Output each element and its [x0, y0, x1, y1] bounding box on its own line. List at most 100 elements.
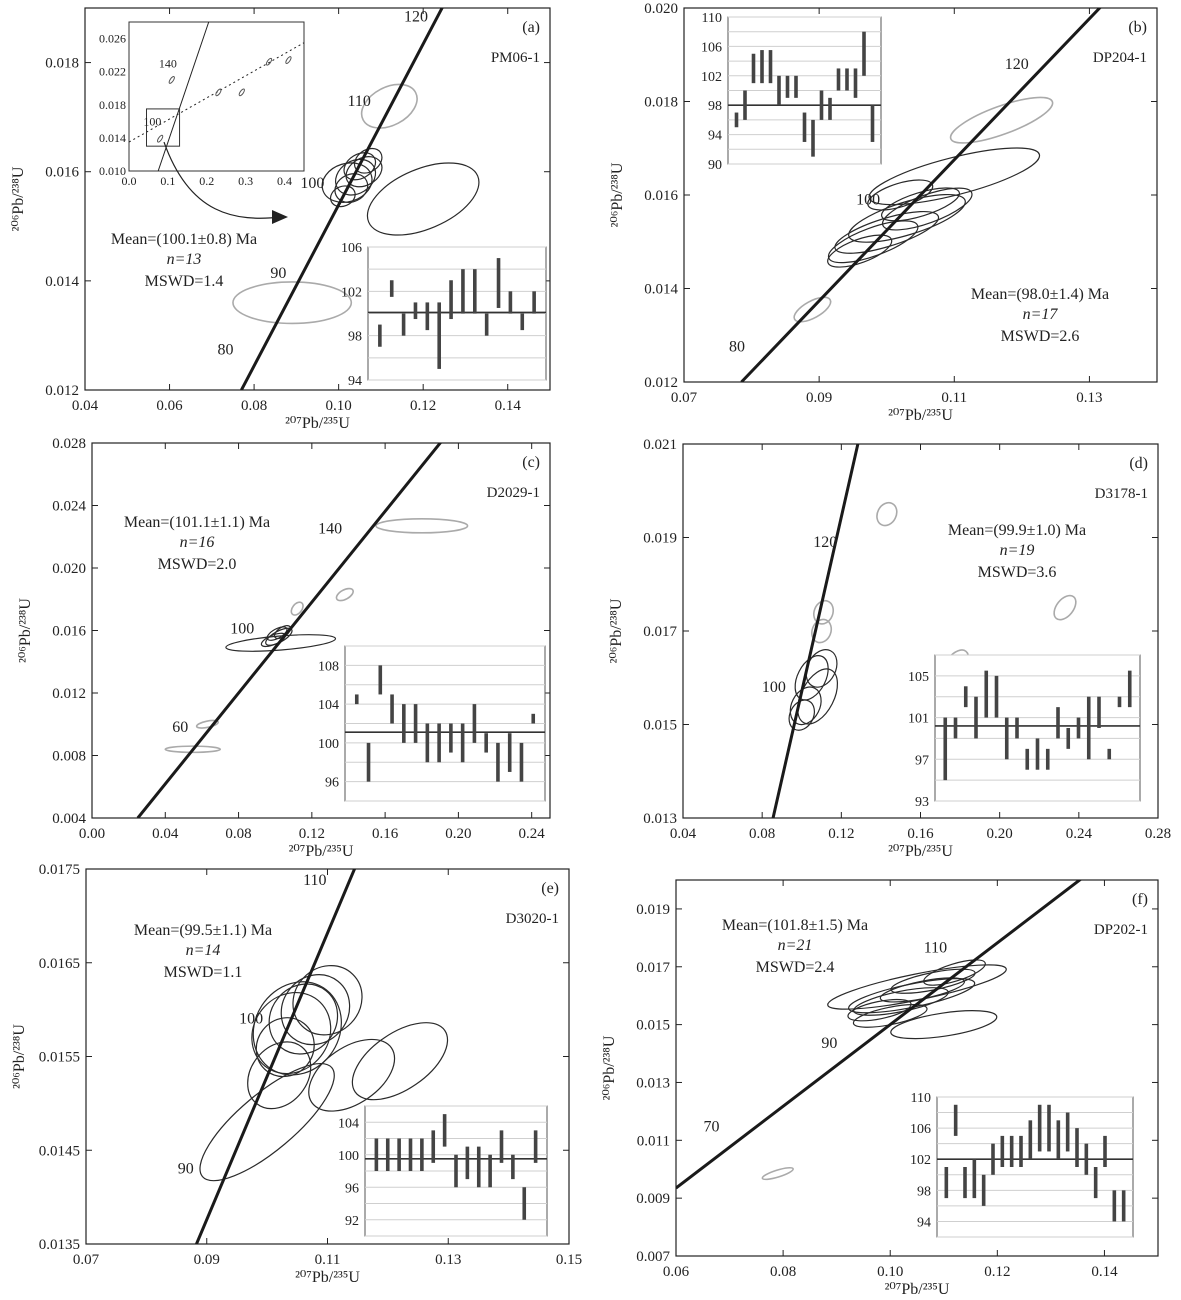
error-ellipse [867, 179, 934, 211]
inset-tick-label: 92 [345, 1214, 359, 1229]
inset-tick-label: 94 [917, 1215, 931, 1230]
inset-age-bar [449, 723, 453, 753]
y-tick-label: 0.021 [643, 437, 677, 453]
y-tick-label: 0.028 [52, 436, 86, 452]
panel-label: (e) [541, 880, 559, 897]
y-tick-label: 0.019 [636, 902, 670, 918]
stats-n: n=16 [180, 534, 215, 551]
inset-tick-label: 98 [917, 1184, 931, 1199]
inset-age-bar [442, 1114, 447, 1147]
inset-concordia-y-label: 0.018 [99, 98, 126, 112]
inset-age-bar [385, 1138, 390, 1171]
y-tick-label: 0.015 [643, 718, 677, 734]
error-ellipse [827, 234, 893, 268]
sample-label: D2029-1 [487, 485, 540, 501]
x-axis-label: ²⁰⁷Pb/²³⁵U [885, 1281, 950, 1298]
inset-age-bar [1117, 696, 1122, 708]
error-ellipse [232, 281, 353, 325]
error-ellipse [811, 618, 833, 644]
stats-n: n=19 [1000, 542, 1035, 559]
concordia-age-label: 60 [172, 719, 188, 736]
x-tick-label: 0.10 [877, 1264, 903, 1280]
y-tick-label: 0.011 [637, 1133, 670, 1149]
inset-weighted-mean: 92 96 100 104 [338, 1105, 548, 1237]
inset-age-bar [408, 1138, 413, 1171]
inset-concordia: 0.0 0.1 0.2 0.3 0.4 0.010 0.014 0.018 0.022 0.026… [99, 21, 305, 224]
error-ellipse [266, 626, 288, 641]
error-ellipse [321, 162, 373, 203]
x-tick-label: 0.24 [1066, 826, 1093, 842]
x-axis-label: ²⁰⁷Pb/²³⁵U [285, 415, 350, 432]
x-tick-label: 0.11 [315, 1252, 341, 1268]
x-tick-label: 0.28 [1145, 826, 1171, 842]
inset-age-bar [449, 280, 453, 320]
inset-tick-label: 100 [318, 737, 339, 752]
inset-age-bar [460, 723, 465, 763]
plot-content [740, 8, 1102, 382]
error-ellipse [848, 978, 976, 1014]
y-tick-label: 0.004 [52, 811, 86, 827]
x-tick-label: 0.10 [326, 398, 352, 414]
error-ellipse [251, 991, 332, 1075]
x-tick-label: 0.04 [72, 398, 99, 414]
inset-age-bar [870, 105, 875, 142]
inset-age-bar [473, 269, 477, 314]
inset-age-bar [1093, 1167, 1098, 1199]
error-ellipse [195, 719, 220, 729]
inset-age-bar [499, 1130, 504, 1163]
inset-ellipse [238, 88, 245, 97]
y-tick-label: 0.016 [644, 188, 678, 204]
x-tick-label: 0.13 [1076, 390, 1102, 406]
x-axis-label: ²⁰⁷Pb/²³⁵U [295, 1269, 360, 1286]
concordia-age-label: 90 [178, 1161, 194, 1178]
y-tick-label: 0.012 [45, 383, 79, 399]
y-tick-label: 0.009 [636, 1191, 670, 1207]
inset-weighted-mean: 90 94 98 102 106 110 [701, 11, 882, 173]
inset-age-bar [1127, 670, 1132, 708]
inset-ellipse [215, 88, 222, 97]
x-tick-label: 0.11 [941, 390, 967, 406]
inset-age-bar [862, 31, 866, 76]
inset-concordia-x-label: 0.3 [238, 174, 253, 188]
error-ellipse [890, 1010, 998, 1040]
inset-age-bar [1035, 738, 1040, 770]
error-ellipse [848, 193, 966, 243]
inset-age-bar [943, 717, 948, 781]
concordia-age-label: 100 [762, 679, 786, 696]
inset-tick-label: 106 [910, 1122, 931, 1137]
x-tick-label: 0.07 [671, 390, 698, 406]
concordia-age-label: 80 [729, 339, 745, 356]
plot-content [136, 443, 469, 818]
x-tick-label: 0.06 [663, 1264, 690, 1280]
inset-tick-label: 106 [341, 241, 362, 256]
error-ellipse [366, 162, 480, 236]
x-tick-label: 0.09 [194, 1252, 220, 1268]
inset-age-bar [397, 1138, 401, 1171]
error-ellipse [351, 1022, 449, 1101]
y-axis-label: ²⁰⁶Pb/²³⁸U [609, 162, 626, 227]
error-ellipse [881, 187, 960, 222]
concordia-age-label: 120 [1005, 56, 1029, 73]
inset-age-bar [1000, 1135, 1005, 1167]
inset-age-bar [953, 717, 958, 739]
concordia-curve [771, 444, 860, 818]
plot-content [195, 869, 449, 1244]
error-ellipse [847, 998, 912, 1022]
inset-age-bar [484, 313, 489, 336]
inset-age-bar [496, 258, 501, 308]
inset-age-bar [963, 686, 968, 708]
inset-age-bar [1076, 717, 1081, 739]
concordia-age-label: 80 [218, 342, 234, 359]
inset-tick-label: 104 [338, 1116, 359, 1131]
concordia-curve [195, 869, 357, 1244]
inset-age-bar [425, 302, 430, 331]
panel-label: (c) [522, 454, 540, 471]
y-tick-label: 0.013 [643, 811, 677, 827]
y-tick-label: 0.014 [644, 282, 678, 298]
error-ellipse [375, 517, 469, 534]
inset-weighted-mean: 94 98 102 106 110 [910, 1091, 1134, 1238]
inset-tick-label: 102 [341, 285, 362, 300]
inset-age-bar [734, 112, 739, 128]
error-ellipse [290, 601, 304, 616]
